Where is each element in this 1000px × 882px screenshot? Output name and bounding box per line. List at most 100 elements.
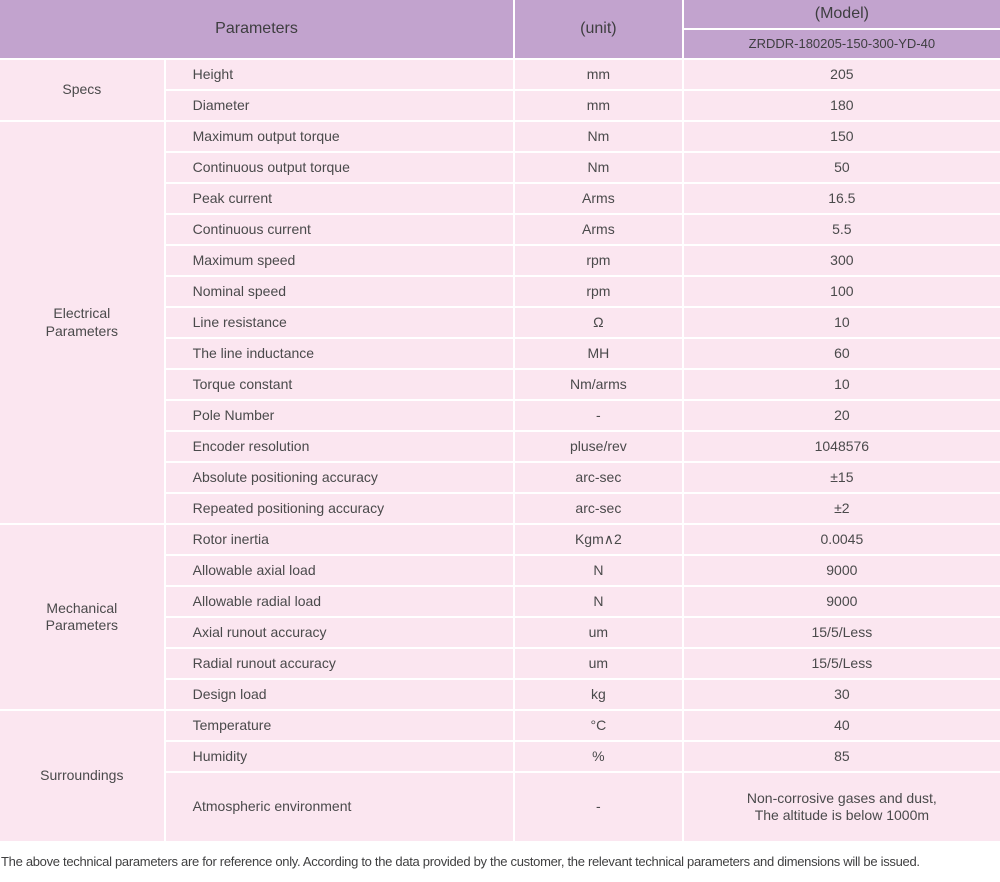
table-row: Encoder resolution pluse/rev 1048576: [0, 432, 1000, 461]
group-cell-surroundings: Surroundings: [0, 711, 164, 841]
value-cell: 10: [683, 370, 1000, 399]
unit-cell: Nm/arms: [515, 370, 682, 399]
value-cell: 85: [683, 742, 1000, 771]
param-cell: Radial runout accuracy: [165, 649, 514, 678]
value-cell: 300: [683, 246, 1000, 275]
header-unit: (unit): [515, 0, 682, 58]
table-row: Surroundings Temperature °C 40: [0, 711, 1000, 841]
unit-cell: mm: [515, 60, 682, 89]
param-cell: Rotor inertia: [165, 525, 514, 554]
param-cell: The line inductance: [165, 339, 514, 368]
table-row: Allowable axial load N 9000: [0, 556, 1000, 585]
value-cell: 15/5/Less: [683, 649, 1000, 678]
value-cell: 0.0045: [683, 525, 1000, 554]
param-cell: Maximum output torque: [165, 122, 514, 151]
unit-cell: Nm: [515, 153, 682, 182]
unit-cell: -: [515, 401, 682, 430]
value-cell: 40: [683, 711, 1000, 740]
table-row: Design load kg 30: [0, 680, 1000, 709]
value-cell: Non-corrosive gases and dust, The altitu…: [683, 773, 1000, 841]
table-row: Axial runout accuracy um 15/5/Less: [0, 618, 1000, 647]
param-cell: Torque constant: [165, 370, 514, 399]
param-cell: Temperature: [165, 711, 514, 740]
unit-cell: °C: [515, 711, 682, 740]
param-cell: Repeated positioning accuracy: [165, 494, 514, 523]
param-cell: Peak current: [165, 184, 514, 213]
value-cell: 15/5/Less: [683, 618, 1000, 647]
param-cell: Nominal speed: [165, 277, 514, 306]
value-cell: 50: [683, 153, 1000, 182]
unit-cell: um: [515, 618, 682, 647]
unit-cell: %: [515, 742, 682, 771]
unit-cell: N: [515, 556, 682, 585]
table-row: Mechanical Parameters Rotor inertia Kgm∧…: [0, 525, 1000, 709]
unit-cell: rpm: [515, 277, 682, 306]
value-cell: 60: [683, 339, 1000, 368]
param-cell: Absolute positioning accuracy: [165, 463, 514, 492]
unit-cell: mm: [515, 91, 682, 120]
table-row: Pole Number - 20: [0, 401, 1000, 430]
param-cell: Line resistance: [165, 308, 514, 337]
param-cell: Diameter: [165, 91, 514, 120]
value-cell: ±15: [683, 463, 1000, 492]
header-model-number: ZRDDR-180205-150-300-YD-40: [683, 30, 1000, 58]
table-row: Humidity % 85: [0, 742, 1000, 771]
value-cell: ±2: [683, 494, 1000, 523]
value-cell: 205: [683, 60, 1000, 89]
group-cell-electrical: Electrical Parameters: [0, 122, 164, 523]
footer-note: The above technical parameters are for r…: [1, 854, 920, 869]
header-model: (Model): [683, 0, 1000, 28]
unit-cell: N: [515, 587, 682, 616]
header-parameters: Parameters: [0, 0, 514, 58]
table-row: Line resistance Ω 10: [0, 308, 1000, 337]
param-cell: Continuous output torque: [165, 153, 514, 182]
value-cell: 9000: [683, 587, 1000, 616]
param-cell: Encoder resolution: [165, 432, 514, 461]
value-cell: 1048576: [683, 432, 1000, 461]
table-row: Diameter mm 180: [0, 91, 1000, 120]
param-cell: Axial runout accuracy: [165, 618, 514, 647]
table-row: Continuous current Arms 5.5: [0, 215, 1000, 244]
unit-cell: MH: [515, 339, 682, 368]
param-cell: Design load: [165, 680, 514, 709]
value-cell: 10: [683, 308, 1000, 337]
unit-cell: Ω: [515, 308, 682, 337]
header-row-1: Parameters (unit) (Model): [0, 0, 1000, 58]
table-row: Atmospheric environment - Non-corrosive …: [0, 773, 1000, 841]
param-cell: Allowable radial load: [165, 587, 514, 616]
value-cell: 20: [683, 401, 1000, 430]
table-row: Peak current Arms 16.5: [0, 184, 1000, 213]
value-cell: 9000: [683, 556, 1000, 585]
value-cell: 180: [683, 91, 1000, 120]
unit-cell: arc-sec: [515, 463, 682, 492]
table-row: Absolute positioning accuracy arc-sec ±1…: [0, 463, 1000, 492]
unit-cell: Arms: [515, 184, 682, 213]
unit-cell: arc-sec: [515, 494, 682, 523]
unit-cell: -: [515, 773, 682, 841]
table-row: Maximum speed rpm 300: [0, 246, 1000, 275]
unit-cell: kg: [515, 680, 682, 709]
group-cell-mechanical: Mechanical Parameters: [0, 525, 164, 709]
value-cell: 5.5: [683, 215, 1000, 244]
value-cell: 100: [683, 277, 1000, 306]
param-cell: Continuous current: [165, 215, 514, 244]
group-cell-specs: Specs: [0, 60, 164, 120]
unit-cell: um: [515, 649, 682, 678]
table-row: Nominal speed rpm 100: [0, 277, 1000, 306]
value-cell: 150: [683, 122, 1000, 151]
value-cell: 30: [683, 680, 1000, 709]
unit-cell: Arms: [515, 215, 682, 244]
param-cell: Height: [165, 60, 514, 89]
param-cell: Humidity: [165, 742, 514, 771]
unit-cell: rpm: [515, 246, 682, 275]
table-row: Continuous output torque Nm 50: [0, 153, 1000, 182]
table-row: Allowable radial load N 9000: [0, 587, 1000, 616]
param-cell: Maximum speed: [165, 246, 514, 275]
param-cell: Atmospheric environment: [165, 773, 514, 841]
table-row: Torque constant Nm/arms 10: [0, 370, 1000, 399]
param-cell: Pole Number: [165, 401, 514, 430]
header-row-2: ZRDDR-180205-150-300-YD-40: [0, 30, 1000, 58]
unit-cell: Nm: [515, 122, 682, 151]
spec-table: Parameters (unit) (Model) ZRDDR-180205-1…: [0, 0, 1000, 841]
param-cell: Allowable axial load: [165, 556, 514, 585]
